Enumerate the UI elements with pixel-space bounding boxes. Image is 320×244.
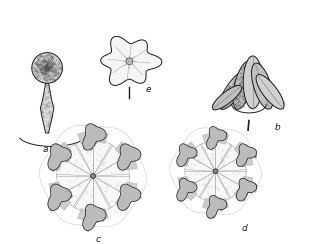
Polygon shape — [115, 182, 137, 210]
Polygon shape — [83, 124, 106, 150]
Circle shape — [126, 58, 133, 65]
Polygon shape — [212, 85, 242, 110]
Polygon shape — [233, 61, 254, 109]
Text: d: d — [241, 224, 247, 233]
Polygon shape — [243, 56, 262, 109]
Polygon shape — [83, 204, 106, 231]
Polygon shape — [199, 171, 232, 202]
Polygon shape — [202, 133, 228, 144]
Polygon shape — [177, 178, 197, 201]
Polygon shape — [236, 144, 257, 166]
Text: a: a — [43, 145, 48, 154]
Polygon shape — [49, 142, 71, 170]
Text: e: e — [146, 85, 151, 94]
Text: b: b — [275, 123, 281, 132]
Polygon shape — [185, 170, 215, 199]
Polygon shape — [101, 36, 162, 85]
Polygon shape — [57, 144, 93, 178]
Polygon shape — [185, 144, 215, 173]
Polygon shape — [199, 141, 232, 171]
Polygon shape — [256, 75, 284, 109]
Polygon shape — [48, 184, 71, 210]
Polygon shape — [93, 174, 129, 208]
Polygon shape — [215, 170, 246, 199]
Polygon shape — [73, 140, 113, 176]
Polygon shape — [234, 142, 253, 166]
Polygon shape — [78, 208, 108, 221]
Polygon shape — [117, 184, 141, 210]
Circle shape — [32, 53, 62, 83]
Polygon shape — [177, 144, 197, 166]
Polygon shape — [49, 182, 71, 210]
Polygon shape — [202, 198, 228, 210]
Polygon shape — [178, 176, 197, 201]
Polygon shape — [48, 144, 71, 170]
Polygon shape — [215, 144, 246, 173]
Polygon shape — [93, 144, 129, 178]
Polygon shape — [219, 71, 248, 109]
Polygon shape — [207, 195, 227, 218]
Polygon shape — [236, 178, 257, 201]
Text: c: c — [95, 235, 100, 244]
Polygon shape — [73, 176, 113, 213]
Polygon shape — [78, 131, 108, 144]
Polygon shape — [234, 176, 253, 201]
Polygon shape — [252, 63, 273, 109]
Circle shape — [91, 174, 95, 178]
Polygon shape — [115, 142, 137, 170]
Polygon shape — [40, 83, 54, 133]
Circle shape — [213, 169, 218, 174]
Polygon shape — [178, 142, 197, 166]
Polygon shape — [207, 127, 227, 149]
Polygon shape — [117, 144, 141, 170]
Polygon shape — [57, 174, 93, 208]
